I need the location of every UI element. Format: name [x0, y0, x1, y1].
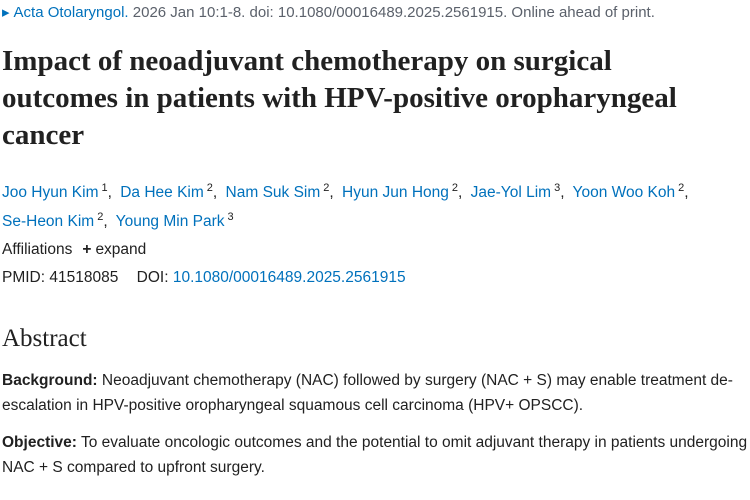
section-text: Neoadjuvant chemotherapy (NAC) followed …: [2, 372, 733, 414]
pmid: 41518085: [49, 269, 119, 286]
affiliation-number[interactable]: 2: [323, 182, 330, 194]
article-title: Impact of neoadjuvant chemotherapy on su…: [2, 45, 677, 151]
identifiers: PMID: 41518085 DOI: 10.1080/00016489.202…: [2, 269, 406, 287]
journal-icon: ▸: [2, 4, 10, 21]
affiliation-number[interactable]: 1: [101, 182, 108, 194]
affiliations-label: Affiliations: [2, 241, 73, 258]
author-separator: ,: [458, 184, 463, 202]
affiliations: Affiliations + expand: [2, 241, 146, 259]
doi-label: DOI:: [136, 269, 169, 286]
author: Jae-Yol Lim 3,: [470, 182, 565, 202]
affiliation-number[interactable]: 3: [227, 211, 234, 224]
author-name[interactable]: Jae-Yol Lim: [470, 184, 552, 202]
author-separator: ,: [212, 184, 218, 202]
abstract-section: Background: Neoadjuvant chemotherapy (NA…: [2, 368, 750, 418]
author-list: Joo Hyun Kim 1, Da Hee Kim 2, Nam Suk Sim 2…: [2, 176, 747, 234]
section-text: To evaluate oncologic outcomes and the p…: [2, 434, 748, 476]
author-name[interactable]: Joo Hyun Kim: [2, 184, 99, 202]
author: Se-Heon Kim 2,: [2, 211, 108, 231]
author: Hyun Jun Hong 2,: [342, 182, 463, 202]
journal-link[interactable]: Acta Otolaryngol.: [13, 4, 129, 21]
affiliation-number[interactable]: 2: [451, 182, 459, 194]
citation-details: 2026 Jan 10:1-8. doi: 10.1080/00016489.2…: [132, 4, 655, 21]
author: Joo Hyun Kim 1,: [2, 182, 112, 202]
abstract: Background: Neoadjuvant chemotherapy (NA…: [2, 368, 750, 492]
citation: ▸ Acta Otolaryngol. 2026 Jan 10:1-8. doi:…: [2, 3, 655, 21]
abstract-heading: Abstract: [2, 325, 87, 352]
author-name[interactable]: Nam Suk Sim: [225, 184, 321, 202]
affiliation-number[interactable]: 2: [678, 182, 685, 194]
affiliation-number[interactable]: 2: [206, 182, 213, 194]
doi-link[interactable]: 10.1080/00016489.2025.2561915: [172, 269, 406, 286]
section-label: Objective:: [2, 434, 77, 451]
author-name[interactable]: Hyun Jun Hong: [342, 184, 449, 202]
author: Yoon Woo Koh 2,: [572, 182, 689, 202]
pmid-label: PMID:: [2, 269, 46, 286]
author-name[interactable]: Da Hee Kim: [120, 184, 204, 202]
author: Young Min Park 3: [115, 211, 234, 231]
expand-toggle[interactable]: expand: [95, 241, 147, 258]
section-label: Background:: [2, 372, 98, 389]
author: Da Hee Kim 2,: [120, 182, 218, 202]
author-name[interactable]: Young Min Park: [115, 213, 225, 231]
affiliation-number[interactable]: 2: [97, 211, 104, 224]
author-separator: ,: [684, 184, 689, 202]
author: Nam Suk Sim 2,: [225, 182, 334, 202]
author-name[interactable]: Yoon Woo Koh: [572, 184, 676, 202]
author-separator: ,: [329, 184, 334, 202]
author-separator: ,: [107, 184, 112, 202]
expand-icon[interactable]: +: [82, 241, 92, 258]
author-separator: ,: [560, 184, 565, 202]
author-name[interactable]: Se-Heon Kim: [2, 213, 95, 231]
affiliation-number[interactable]: 3: [554, 182, 561, 194]
abstract-section: Objective: To evaluate oncologic outcome…: [2, 430, 750, 480]
author-separator: ,: [103, 213, 108, 231]
